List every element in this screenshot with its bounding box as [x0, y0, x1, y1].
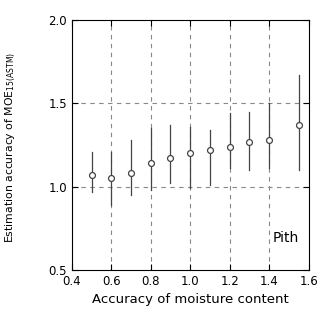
Point — [247, 139, 252, 144]
Point — [187, 151, 193, 156]
Text: Pith: Pith — [273, 231, 299, 245]
Point — [296, 122, 301, 128]
Point — [109, 176, 114, 181]
Text: Estimation accuracy of MOE$_{\mathregular{15(ASTM)}}$: Estimation accuracy of MOE$_{\mathregula… — [3, 52, 18, 243]
Point — [128, 171, 134, 176]
Point — [207, 147, 212, 153]
Point — [168, 156, 173, 161]
Point — [89, 173, 94, 178]
Point — [227, 144, 232, 149]
Point — [148, 161, 154, 166]
Point — [266, 137, 272, 143]
X-axis label: Accuracy of moisture content: Accuracy of moisture content — [92, 294, 289, 306]
